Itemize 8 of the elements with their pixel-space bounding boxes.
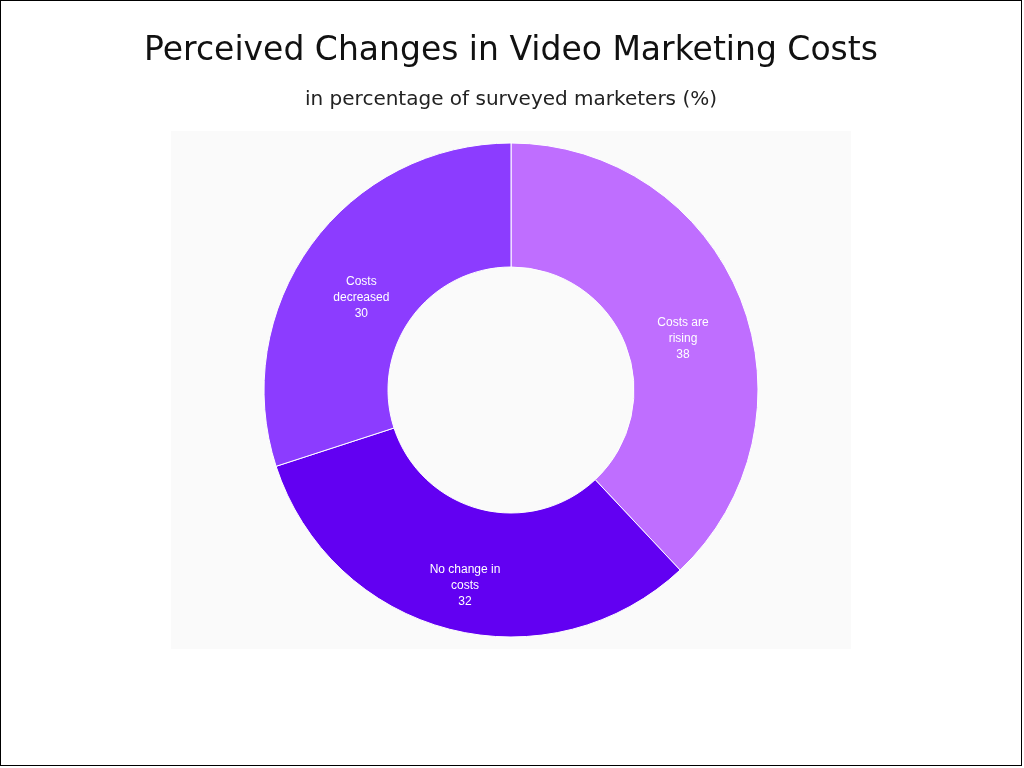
data-label: 30 <box>354 306 369 321</box>
chart-title: Perceived Changes in Video Marketing Costs <box>144 29 878 68</box>
chart-subtitle: in percentage of surveyed marketers (%) <box>305 86 717 110</box>
slice-label: Costs are rising <box>657 314 710 345</box>
data-label: 38 <box>676 346 690 361</box>
slice-label: Costs decreased <box>333 274 390 305</box>
slice-label: No change in costs <box>429 562 501 593</box>
data-label: 32 <box>458 594 472 609</box>
